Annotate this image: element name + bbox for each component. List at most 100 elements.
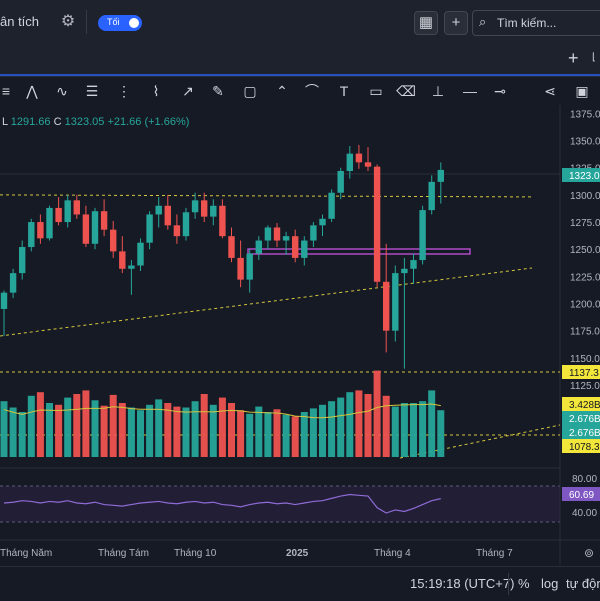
ohlc-legend: L 1291.66 C 1323.05 +21.66 (+1.66%) [2,116,189,128]
low-label: L [2,116,8,128]
volume-bar [73,394,81,457]
price-chart[interactable]: 1375.001350.001325.001300.001275.001250.… [0,105,600,565]
search-icon: ⌕ [479,14,487,29]
candle-body [191,200,199,213]
wave-pattern-icon[interactable]: ∿ [56,83,68,99]
fib-icon[interactable]: ☰ [85,83,99,99]
log-toggle[interactable]: log [541,576,559,591]
candle [319,214,326,237]
candle [328,189,335,223]
candle [137,238,144,271]
volume-bar [36,392,44,457]
candle-body [282,236,290,241]
candle-body [210,205,217,217]
candle [373,164,381,288]
volume-bar [255,406,263,457]
candle-body [310,225,317,241]
callout-icon[interactable]: ▭ [369,83,383,99]
candle [337,167,344,200]
candle-body [9,273,17,293]
chart-settings-icon[interactable]: ▣ [575,83,589,99]
price-tick-label: 1375.00 [570,109,600,120]
low-value: 1291.66 [10,116,51,128]
volume-bar [155,399,163,457]
candle-body [292,236,299,258]
rsi-value-tag: 60.69 [562,487,600,501]
candle-body [55,207,62,223]
volume-bar [137,410,144,457]
volume-tag-bg [562,425,600,439]
candle-body [355,153,363,163]
time-tick-label: Tháng 10 [174,548,217,559]
text-icon[interactable]: T [339,83,349,99]
candle [419,205,426,265]
time-tick-label: 2025 [286,548,309,559]
horizontal-ray-icon[interactable]: ⊸ [494,83,506,99]
volume-bar [437,410,445,457]
volume-bar [282,414,290,457]
candle-body [37,222,44,239]
ray-icon[interactable]: ↗ [182,83,194,99]
top-toolbar: ân tích ⚙ Tối ▦ + ⌕ Tìm kiếm... [0,0,600,45]
status-bar: 15:19:18 (UTC+7) % log tự độn [0,566,600,601]
pattern-icon[interactable]: ⋀ [26,83,38,99]
candle-body [328,192,335,219]
gear-icon[interactable]: ⚙ [60,13,76,30]
eraser-icon[interactable]: ⌫ [396,83,416,99]
new-tab-icon[interactable]: + [568,48,579,68]
price-tick-label: 1125.00 [570,381,600,392]
volume-ma-line [3,403,441,419]
candle-body [91,211,99,244]
time-tick-label: Tháng Năm [0,548,52,559]
polyline-icon[interactable]: ⌃ [276,83,288,99]
gann-icon[interactable]: ⋮ [117,83,131,99]
rsi-value-tag-text: 60.69 [569,490,594,501]
highlight-box [247,248,471,255]
volume-bar [355,390,363,457]
measure-icon[interactable]: ⊥ [431,83,445,99]
candle-body [46,207,53,239]
menu-icon[interactable]: ≡ [1,83,11,99]
candle [255,236,262,261]
candle-body [201,200,208,217]
theme-toggle[interactable]: Tối [98,15,142,31]
pencil-icon[interactable]: ✎ [212,83,224,99]
rising-trend-line [0,267,533,337]
candle [292,229,299,263]
candle-body [392,273,399,331]
candle [310,222,317,248]
candle [128,260,135,295]
chart-type-icon[interactable]: ⌊ [592,52,596,63]
status-divider [508,573,509,595]
percent-toggle[interactable]: % [518,576,530,591]
volume-bar [410,403,417,457]
rectangle-icon[interactable]: ▢ [243,83,257,99]
volume-bar [191,401,199,457]
candle-body [373,166,381,282]
candle-body [319,218,326,226]
rsi-line [3,493,441,514]
candle [173,214,181,244]
clock[interactable]: 15:19:18 (UTC+7) [410,576,515,591]
horizontal-line-icon[interactable]: — [463,83,477,99]
add-icon[interactable]: + [444,11,468,35]
axis-settings-icon[interactable]: ⊚ [584,546,594,560]
candle-body [0,292,8,309]
volume-bar [264,412,272,457]
candle [100,199,108,237]
candle-body [237,257,244,280]
volume-bar [373,370,381,457]
volume-bar [209,404,217,457]
candle-body [401,268,408,274]
candle-body [64,200,71,223]
candle [219,199,226,239]
search-input[interactable]: ⌕ Tìm kiếm... [472,10,600,36]
volume-bar [109,394,117,457]
auto-toggle[interactable]: tự độn [566,576,600,591]
layout-grid-icon[interactable]: ▦ [414,11,438,35]
arc-icon[interactable]: ⌒ [305,83,319,99]
share-icon[interactable]: ⋖ [544,83,556,99]
price-tick-label: 1200.00 [570,300,600,311]
candle-body [273,227,281,241]
brush-icon[interactable]: ⌇ [152,83,160,99]
